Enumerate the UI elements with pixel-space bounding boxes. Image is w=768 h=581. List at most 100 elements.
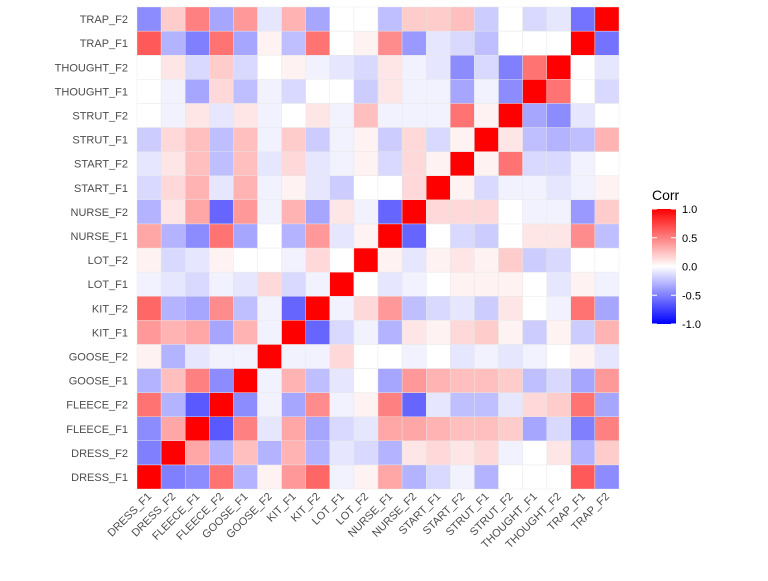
heatmap-cell xyxy=(257,175,282,200)
heatmap-cell xyxy=(233,392,258,417)
heatmap-cell xyxy=(281,127,306,152)
heatmap-cell xyxy=(474,368,499,393)
heatmap-cell xyxy=(305,344,331,369)
heatmap-cell xyxy=(377,151,403,176)
heatmap-cell xyxy=(305,55,331,80)
heatmap-cell xyxy=(377,175,403,200)
heatmap-cell xyxy=(257,30,282,56)
heatmap-cell xyxy=(570,6,596,32)
heatmap-cell xyxy=(281,464,306,490)
heatmap-cell xyxy=(426,199,451,225)
heatmap-cell xyxy=(281,392,306,417)
heatmap-cell xyxy=(281,223,306,249)
heatmap-cell xyxy=(401,392,427,417)
heatmap-cell xyxy=(594,271,620,297)
heatmap-cell xyxy=(474,55,499,80)
heatmap-cell xyxy=(209,271,234,297)
legend-tick-label: 0.5 xyxy=(682,233,697,245)
heatmap-cell xyxy=(474,6,499,32)
heatmap-cell xyxy=(426,55,451,80)
heatmap-cell xyxy=(498,103,523,128)
heatmap-cell xyxy=(426,440,451,466)
heatmap-cell xyxy=(570,368,596,393)
y-tick-label: TRAP_F2 xyxy=(80,14,128,26)
heatmap-cell xyxy=(136,296,162,321)
heatmap-cell xyxy=(594,103,620,128)
heatmap-cell xyxy=(184,247,210,273)
heatmap-cell xyxy=(570,199,596,225)
heatmap-cell xyxy=(522,416,547,442)
heatmap-cell xyxy=(184,368,210,393)
heatmap-cell xyxy=(209,296,234,321)
heatmap-cell xyxy=(281,55,306,80)
heatmap-cell xyxy=(233,223,258,249)
heatmap-cell xyxy=(353,151,379,176)
heatmap-cell xyxy=(209,79,234,104)
heatmap-cell xyxy=(377,296,403,321)
heatmap-cell xyxy=(498,296,523,321)
heatmap-cell xyxy=(401,55,427,80)
heatmap-cell xyxy=(498,127,523,152)
heatmap-cell xyxy=(305,151,331,176)
heatmap-cell xyxy=(160,416,186,442)
heatmap-cell xyxy=(233,79,258,104)
heatmap-cell xyxy=(353,368,379,393)
heatmap-cell xyxy=(305,416,331,442)
heatmap-cell xyxy=(353,103,379,128)
heatmap-cell xyxy=(257,55,282,80)
heatmap-cell xyxy=(377,368,403,393)
heatmap-cell xyxy=(570,344,596,369)
heatmap-cell xyxy=(377,416,403,442)
heatmap-cell xyxy=(353,296,379,321)
heatmap-cell xyxy=(184,416,210,442)
heatmap-cell xyxy=(233,344,258,369)
heatmap-cell xyxy=(136,55,162,80)
heatmap-cell xyxy=(450,199,475,225)
heatmap-cell xyxy=(377,344,403,369)
heatmap-cell xyxy=(329,440,355,466)
heatmap-cell xyxy=(522,271,547,297)
heatmap-cell xyxy=(233,464,258,490)
heatmap-cell xyxy=(450,127,475,152)
heatmap-cell xyxy=(522,103,547,128)
heatmap-cell xyxy=(329,79,355,104)
legend-title: Corr xyxy=(652,187,680,203)
heatmap-cell xyxy=(233,368,258,393)
heatmap-cell xyxy=(546,464,572,490)
heatmap-cell xyxy=(450,320,475,345)
heatmap-cell xyxy=(305,103,331,128)
heatmap-cell xyxy=(594,223,620,249)
heatmap-cell xyxy=(305,271,331,297)
heatmap-cell xyxy=(546,103,572,128)
heatmap-cell xyxy=(136,320,162,345)
heatmap-cell xyxy=(401,127,427,152)
heatmap-cell xyxy=(498,368,523,393)
heatmap-cell xyxy=(546,223,572,249)
heatmap-cell xyxy=(594,175,620,200)
heatmap-cell xyxy=(233,103,258,128)
heatmap-cell xyxy=(401,271,427,297)
heatmap-cell xyxy=(474,199,499,225)
heatmap-cell xyxy=(281,344,306,369)
heatmap-cell xyxy=(474,79,499,104)
heatmap-cell xyxy=(160,247,186,273)
heatmap-cell xyxy=(257,127,282,152)
heatmap-cell xyxy=(594,199,620,225)
heatmap-cell xyxy=(377,271,403,297)
heatmap-cell xyxy=(136,151,162,176)
heatmap-cell xyxy=(257,199,282,225)
heatmap-cell xyxy=(233,416,258,442)
heatmap-cell xyxy=(233,296,258,321)
y-tick-label: NURSE_F2 xyxy=(71,207,128,219)
heatmap-cell xyxy=(377,199,403,225)
heatmap-cell xyxy=(498,320,523,345)
heatmap-cell xyxy=(233,6,258,32)
heatmap-cell xyxy=(522,151,547,176)
heatmap-cell xyxy=(426,30,451,56)
heatmap-cell xyxy=(209,6,234,32)
heatmap-cell xyxy=(570,30,596,56)
heatmap-cell xyxy=(184,127,210,152)
heatmap-cell xyxy=(257,344,282,369)
heatmap-cell xyxy=(546,199,572,225)
